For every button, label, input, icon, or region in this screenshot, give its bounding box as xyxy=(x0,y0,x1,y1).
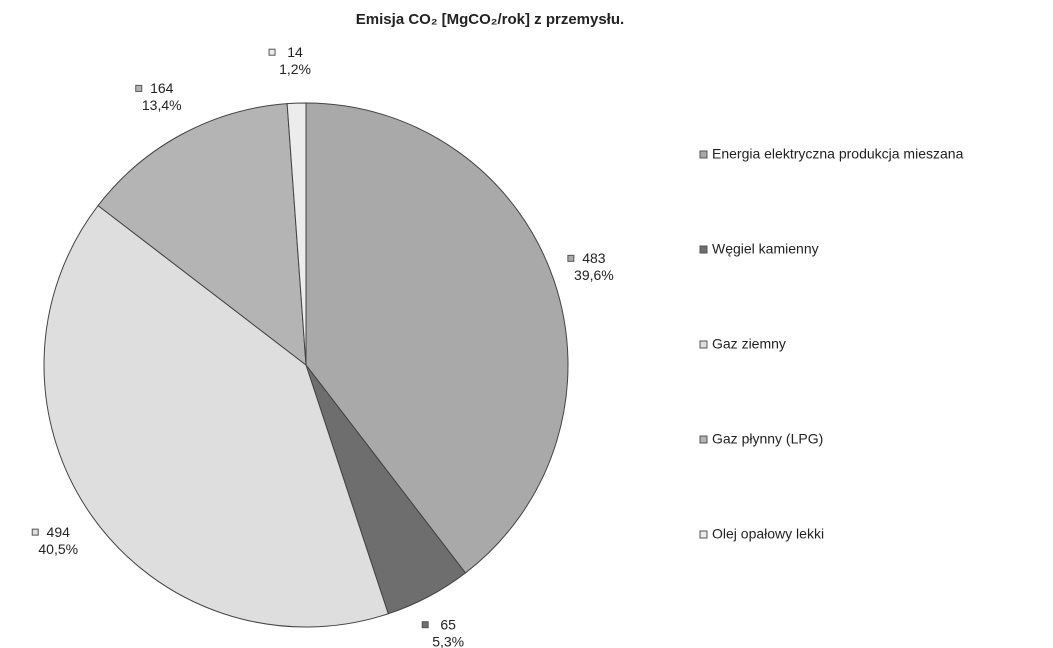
legend-label: Olej opałowy lekki xyxy=(712,526,824,542)
legend-marker xyxy=(699,245,708,254)
legend-label: Węgiel kamienny xyxy=(712,241,819,257)
legend-marker xyxy=(699,530,708,539)
data-label-percent: 1,2% xyxy=(279,61,311,77)
data-label-percent: 13,4% xyxy=(142,97,182,113)
label-marker xyxy=(421,621,429,629)
data-label-value: 494 xyxy=(47,524,71,540)
legend-label: Gaz ziemny xyxy=(712,336,786,352)
data-label-percent: 39,6% xyxy=(574,267,614,283)
data-label-value: 483 xyxy=(582,250,606,266)
label-marker xyxy=(31,528,39,536)
data-label-value: 65 xyxy=(440,616,456,632)
pie-slice xyxy=(97,103,307,367)
label-marker xyxy=(567,254,575,262)
chart-title: Emisja CO₂ [MgCO₂/rok] z przemysłu. xyxy=(356,11,624,28)
data-label-value: 14 xyxy=(287,44,303,60)
data-label-percent: 5,3% xyxy=(432,633,464,648)
data-label-value: 164 xyxy=(150,80,174,96)
legend-marker xyxy=(699,150,708,159)
label-marker xyxy=(268,48,276,56)
pie-slice xyxy=(286,102,307,366)
data-label-percent: 40,5% xyxy=(38,541,78,557)
pie-slice xyxy=(43,204,389,628)
pie-slice xyxy=(305,102,569,574)
legend-marker xyxy=(699,340,708,349)
label-marker xyxy=(135,84,143,92)
legend-label: Energia elektryczna produkcja mieszana xyxy=(712,146,964,162)
legend-marker xyxy=(699,435,708,444)
legend-label: Gaz płynny (LPG) xyxy=(712,431,823,447)
